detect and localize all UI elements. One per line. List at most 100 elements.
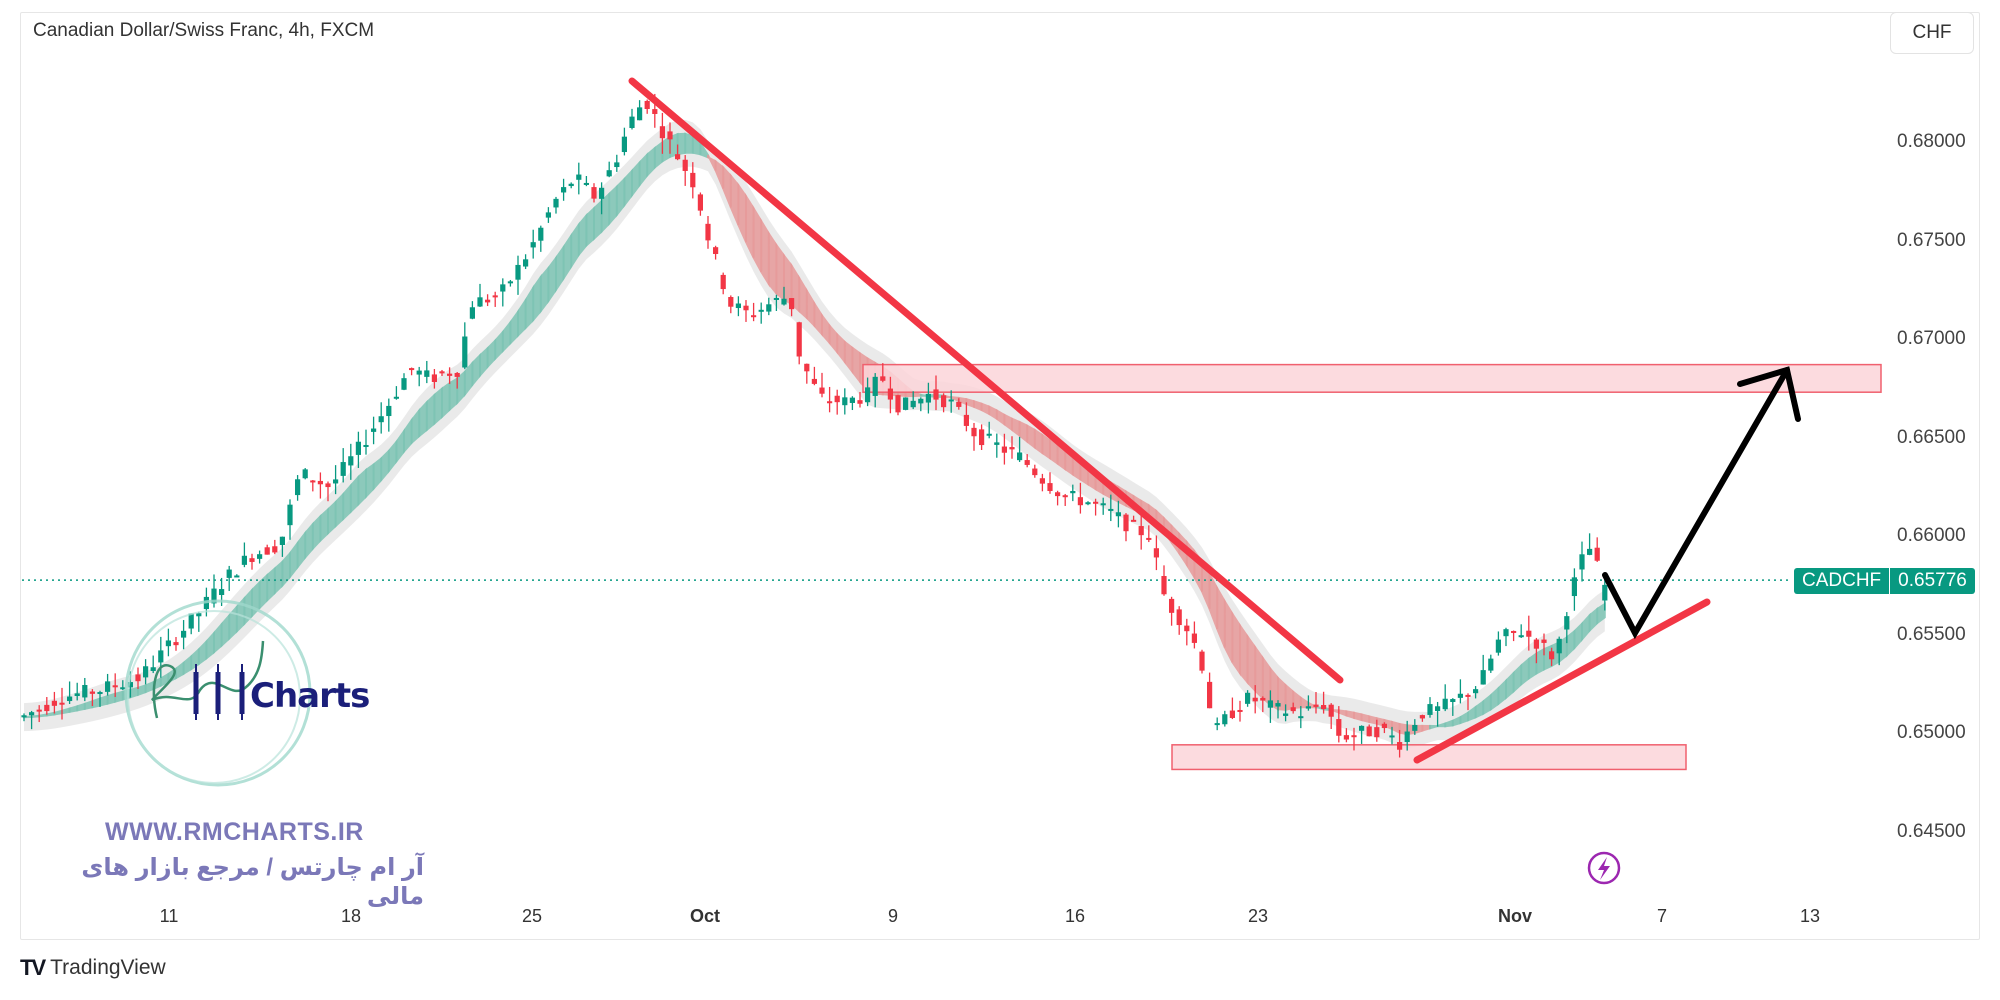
candle-body (1579, 554, 1585, 570)
candle-body (59, 702, 65, 705)
candle-body (241, 555, 247, 565)
candle-body (1397, 742, 1403, 750)
tradingview-logo[interactable]: TV TradingView (20, 955, 166, 981)
currency-button[interactable]: CHF (1890, 12, 1974, 54)
tradingview-mark-icon: TV (20, 955, 46, 980)
time-tick-label: Nov (1497, 906, 1533, 926)
arrowhead-icon (1737, 366, 1801, 422)
watermark-signature-icon (151, 640, 265, 719)
candle-body (1207, 681, 1213, 709)
candle-body (1275, 703, 1281, 707)
candle-body (659, 126, 665, 139)
candle-body (1511, 630, 1517, 633)
candle-body (1055, 492, 1061, 497)
ma-ribbon-segment (676, 132, 687, 156)
candle-body (804, 363, 810, 372)
candle-body (439, 371, 445, 374)
downtrend-trendline[interactable] (628, 77, 1344, 684)
candle-body (941, 395, 947, 408)
ma-ribbon-segment (600, 191, 611, 235)
candle-body (257, 554, 263, 559)
candle-body (1115, 512, 1121, 517)
candle-body (842, 397, 848, 406)
candle-body (956, 401, 962, 407)
watermark-candle-icon (215, 672, 221, 714)
candle-body (355, 441, 361, 455)
price-tick-label: 0.66500 (1897, 426, 1966, 448)
price-tick-label: 0.67000 (1897, 328, 1966, 349)
candle-body (743, 305, 749, 311)
candle-body (1419, 715, 1425, 719)
ma-ribbon-segment (38, 713, 48, 718)
candle-body (735, 303, 741, 309)
candle-body (948, 399, 954, 402)
candle-body (416, 370, 422, 375)
projection-path[interactable] (1602, 367, 1790, 640)
ma-ribbon-segment (783, 252, 793, 306)
candle-body (834, 395, 840, 403)
candle-body (310, 480, 316, 483)
candle-body (1252, 697, 1258, 702)
candle-body (667, 131, 673, 140)
ma-ribbon-segment (593, 198, 603, 242)
candle-body (1336, 719, 1342, 736)
lightning-alert-icon (1587, 851, 1621, 885)
watermark-candle-icon (193, 672, 199, 714)
candle-body (1153, 548, 1159, 558)
candle-body (120, 687, 126, 690)
candle-body (1412, 724, 1418, 731)
price-tick-label: 0.68000 (1897, 131, 1966, 152)
candle-body (409, 368, 415, 371)
candle-body (1290, 707, 1296, 712)
ma-ribbon-segment (441, 381, 451, 420)
candle-body (51, 700, 57, 706)
candle-body (1351, 735, 1357, 738)
ma-ribbon-segment (99, 694, 109, 707)
last-price-label: CADCHF 0.65776 (1794, 568, 1975, 594)
candle-body (363, 444, 369, 447)
ma-ribbon-segment (760, 217, 770, 288)
candle-body (523, 259, 529, 267)
candle-body (158, 650, 164, 663)
ma-ribbon-segment (45, 711, 56, 717)
candle-body (819, 387, 825, 394)
candle-body (963, 414, 969, 426)
candle-body (1229, 710, 1235, 718)
candle-body (1123, 514, 1129, 532)
candle-body (1237, 709, 1243, 712)
candle-body (82, 685, 88, 698)
candle-body (1039, 478, 1045, 484)
candle-body (1450, 699, 1456, 703)
price-tick-label: 0.64500 (1897, 820, 1966, 842)
candle-body (181, 630, 187, 638)
candle-body (348, 456, 354, 466)
ma-ribbon-segment (1527, 651, 1538, 681)
candle-body (561, 187, 567, 193)
candle-body (979, 429, 985, 446)
candle-body (165, 640, 171, 647)
candle-body (1321, 705, 1327, 709)
ma-ribbon-segment (106, 692, 117, 705)
candle-body (1343, 735, 1349, 740)
candle-body (1169, 598, 1175, 613)
candle-body (1435, 706, 1441, 712)
resistance-zone[interactable] (862, 363, 1882, 393)
candle-body (849, 397, 855, 403)
candle-body (553, 198, 559, 208)
watermark-brand: Charts (250, 676, 370, 716)
candle-body (1131, 519, 1137, 522)
uptrend-trendline[interactable] (1413, 598, 1711, 764)
candle-body (1427, 704, 1433, 715)
candle-body (454, 372, 460, 377)
candle-body (1100, 503, 1106, 506)
candle-body (1389, 735, 1395, 738)
candle-body (401, 378, 407, 390)
candle-body (173, 642, 179, 646)
candle-body (447, 373, 453, 376)
ma-ribbon-segment (661, 135, 671, 164)
candle-body (925, 393, 931, 403)
candle-body (903, 397, 909, 410)
candle-body (44, 704, 50, 712)
candle-body (857, 400, 863, 404)
